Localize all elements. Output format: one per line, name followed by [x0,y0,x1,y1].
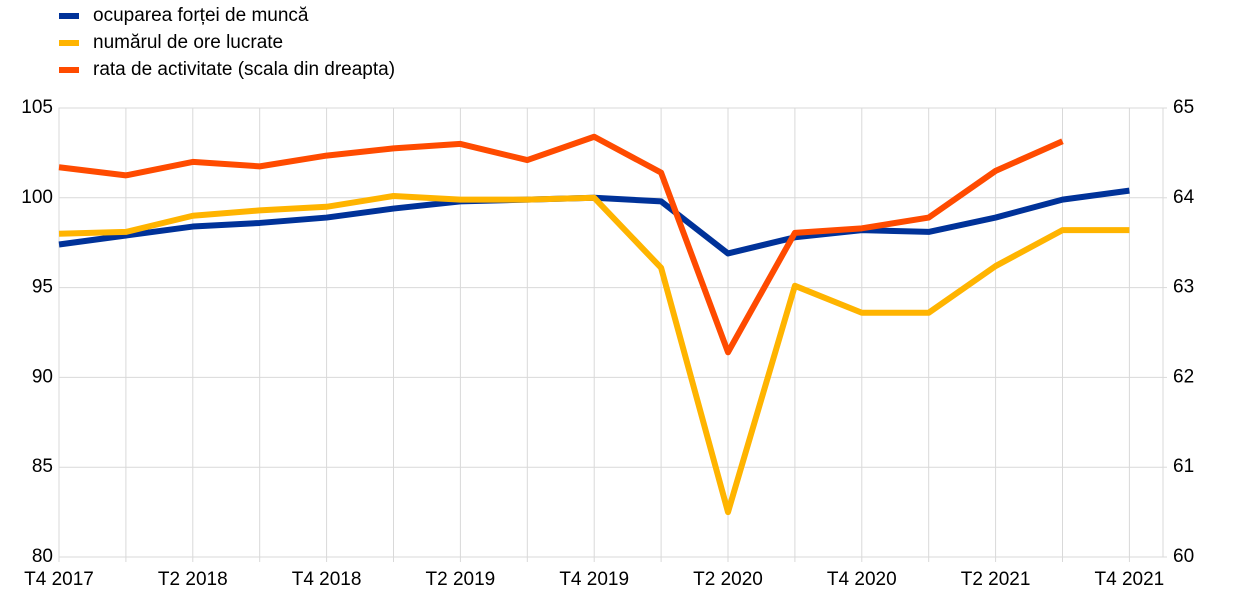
y-tick-label: 85 [32,456,53,477]
y-tick-label: 105 [21,97,53,118]
y2-tick-label: 65 [1173,97,1194,118]
y-tick-label: 95 [32,277,53,298]
x-tick-label: T2 2021 [961,569,1031,590]
x-tick-label: T2 2020 [693,569,763,590]
y2-tick-label: 62 [1173,366,1194,387]
x-tick-label: T2 2018 [158,569,228,590]
y2-tick-label: 64 [1173,187,1195,208]
legend-label: numărul de ore lucrate [93,32,283,53]
y-tick-label: 80 [32,546,53,567]
y-tick-label: 100 [21,187,53,208]
legend-label: rata de activitate (scala din dreapta) [93,59,395,80]
x-tick-label: T4 2020 [827,569,897,590]
y-tick-label: 90 [32,366,53,387]
x-tick-label: T4 2017 [24,569,94,590]
legend-label: ocuparea forței de muncă [93,5,309,26]
y2-tick-label: 63 [1173,277,1194,298]
y2-tick-label: 61 [1173,456,1194,477]
series-line [58,193,1130,516]
series-line [58,133,1064,356]
x-tick-label: T2 2019 [426,569,496,590]
x-tick-label: T4 2021 [1095,569,1165,590]
plot-area [58,107,1164,558]
x-tick-label: T4 2018 [292,569,362,590]
y2-tick-label: 60 [1173,546,1194,567]
x-tick-label: T4 2019 [559,569,629,590]
